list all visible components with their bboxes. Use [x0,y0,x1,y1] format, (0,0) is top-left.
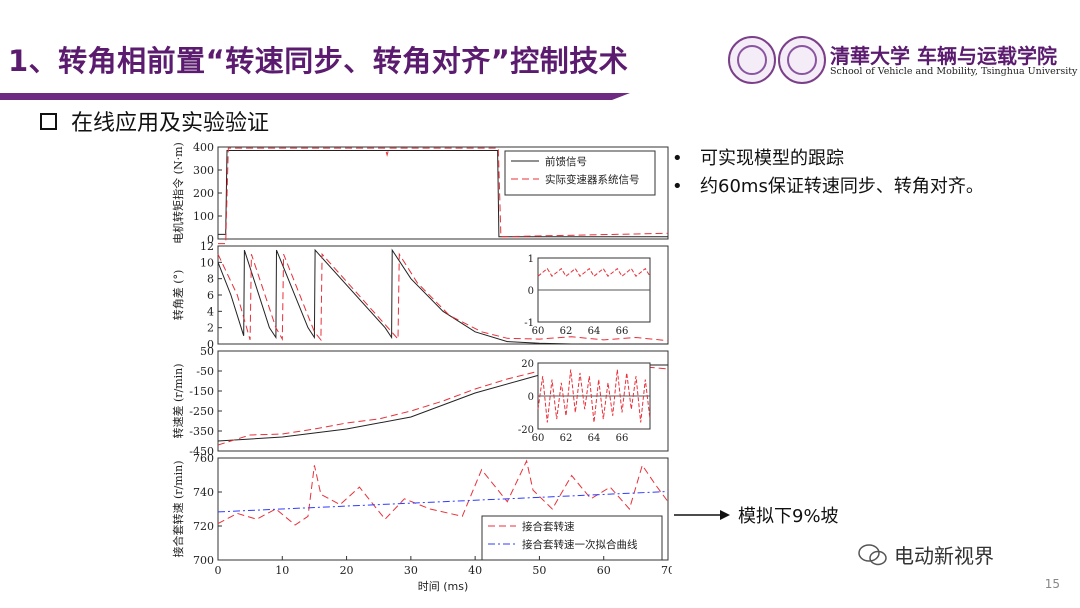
wechat-icon [858,543,887,565]
inset-x-tick-label: 64 [588,326,601,337]
inset-series-line [537,369,651,423]
y-tick-label: -350 [189,425,214,438]
university-logos: 清華大学 车辆与运载学院 School of Vehicle and Mobil… [728,36,1077,84]
x-tick-label: 20 [340,564,354,577]
series-line [217,248,668,345]
y-axis-label: 转速差 (r/min) [171,363,185,438]
y-axis-label: 接合套转速 (r/min) [171,460,185,557]
university-seal-icon [728,36,776,84]
bullet-dot-icon: • [672,148,683,169]
inset-x-tick-label: 64 [588,433,601,444]
bullet-text: 约60ms保证转速同步、转角对齐。 [700,176,984,197]
inset-y-tick-label: 0 [528,286,534,297]
x-tick-label: 70 [661,564,672,577]
y-tick-label: 8 [207,273,214,286]
y-tick-label: 6 [207,289,214,302]
watermark-text: 电动新视界 [894,544,994,568]
bullet-dot-icon: • [672,176,683,197]
inset-y-tick-label: -1 [524,318,534,329]
y-tick-label: 50 [200,345,214,358]
y-tick-label: -450 [189,445,214,458]
bullet-item: • 可实现模型的跟踪 [672,145,984,173]
y-tick-label: 200 [193,187,214,200]
legend-label: 实际变速器系统信号 [545,173,640,186]
y-tick-label: 700 [193,554,214,567]
inset-x-tick-label: 66 [616,433,629,444]
inset-y-tick-label: 1 [528,254,534,265]
series-line [217,459,669,526]
y-axis-label: 转角差 (°) [171,270,185,321]
y-tick-label: -250 [189,405,214,418]
y-tick-label: 4 [207,305,214,318]
slope-note: 模拟下9%坡 [674,502,839,528]
y-tick-label: 0 [207,338,214,351]
bullet-list: • 可实现模型的跟踪 • 约60ms保证转速同步、转角对齐。 [672,145,984,201]
series-line [217,491,669,513]
school-name-cn: 清華大学 车辆与运载学院 [830,44,1057,68]
title-underline-bar [0,93,630,100]
x-tick-label: 30 [404,564,418,577]
bullet-item: • 约60ms保证转速同步、转角对齐。 [672,173,984,201]
inset-series-line [537,267,651,277]
page-title: 1、转角相前置“转速同步、转角对齐”控制技术 [8,44,629,78]
watermark: 电动新视界 [858,540,994,569]
arrow-right-icon [674,510,730,520]
x-tick-label: 50 [532,564,546,577]
y-tick-label: 740 [193,486,214,499]
school-name-en: School of Vehicle and Mobility, Tsinghua… [830,66,1078,77]
series-line [218,150,668,238]
x-axis-label: 时间 (ms) [418,580,469,593]
legend-label: 前馈信号 [545,155,587,168]
inset-x-tick-label: 62 [560,326,573,337]
x-tick-label: 40 [468,564,482,577]
y-tick-label: 400 [193,141,214,154]
inset-x-tick-label: 60 [532,326,545,337]
inset-x-tick-label: 66 [616,326,629,337]
inset-y-tick-label: 20 [521,359,534,370]
y-tick-label: 10 [200,256,214,269]
slope-note-text: 模拟下9%坡 [738,506,839,527]
y-tick-label: 300 [193,164,214,177]
y-tick-label: 2 [207,322,214,335]
inset-y-tick-label: 0 [528,392,534,403]
bullet-text: 可实现模型的跟踪 [700,148,844,169]
legend-label: 接合套转速 [522,520,575,533]
inset-y-tick-label: -20 [518,425,534,436]
y-tick-label: 720 [193,520,214,533]
square-bullet-icon [40,112,57,130]
y-tick-label: 100 [193,210,214,223]
legend-box [481,515,663,561]
legend-box [504,150,656,196]
y-tick-label: 12 [200,240,214,253]
legend-label: 接合套转速一次拟合曲线 [522,538,638,551]
y-tick-label: 760 [193,452,214,465]
y-tick-label: -50 [196,365,214,378]
y-tick-label: 0 [207,233,214,246]
section-heading-text: 在线应用及实验验证 [71,111,270,136]
series-line [217,252,669,342]
series-line [218,147,669,245]
page-number: 15 [1044,577,1060,591]
x-tick-label: 60 [597,564,611,577]
y-axis-label: 电机转矩指令 (N·m) [171,142,185,244]
inset-x-tick-label: 60 [532,433,545,444]
school-emblem-icon [778,36,826,84]
section-heading: 在线应用及实验验证 [40,105,269,137]
y-tick-label: -150 [189,385,214,398]
inset-x-tick-label: 62 [560,433,573,444]
x-tick-label: 0 [215,564,222,577]
x-tick-label: 10 [275,564,289,577]
